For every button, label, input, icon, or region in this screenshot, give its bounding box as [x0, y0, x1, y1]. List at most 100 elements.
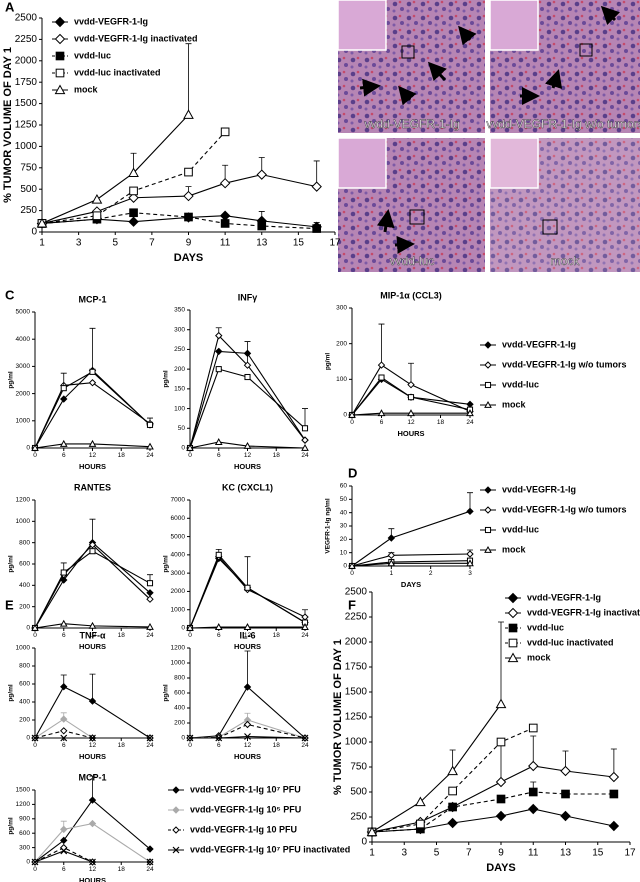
- marker: [59, 619, 68, 627]
- y-tick-label: 750: [350, 762, 367, 773]
- marker: [244, 373, 251, 381]
- zoom-box: [542, 219, 558, 235]
- legend-label: vvdd-VEGFR-1-Ig inactivated: [527, 607, 640, 617]
- y-tick-label: 1000: [171, 606, 186, 613]
- y-tick-label: 600: [174, 690, 185, 697]
- legend-label: vvdd-VEGFR-1-Ig 10 PFU: [190, 824, 297, 834]
- marker: [561, 789, 570, 799]
- marker: [146, 858, 154, 866]
- panel-b: B vvdd-VEGFR-1-Ig vvdd-VEGFR-1-Ig w/o tu…: [337, 0, 640, 272]
- marker: [609, 789, 619, 799]
- x-tick-label: 11: [220, 238, 231, 249]
- legend-label: vvdd-VEGFR-1-Ig w/o tumors: [502, 359, 627, 369]
- legend-label: vvdd-luc inactivated: [74, 67, 161, 77]
- marker: [146, 421, 154, 428]
- inset: [489, 137, 539, 189]
- marker: [256, 169, 267, 180]
- y-axis-label: pg/ml: [8, 371, 15, 389]
- marker: [495, 810, 507, 822]
- y-tick-label: 1200: [171, 645, 186, 652]
- y-tick-label: 20: [340, 536, 348, 543]
- marker: [31, 623, 39, 631]
- y-tick-label: 0: [343, 412, 347, 419]
- marker: [219, 178, 231, 189]
- marker: [466, 550, 474, 558]
- panel-label: A: [5, 0, 15, 14]
- marker: [301, 613, 309, 621]
- y-tick-label: 1250: [15, 120, 38, 131]
- marker: [507, 652, 519, 663]
- y-tick-label: 0: [181, 445, 185, 452]
- marker: [407, 380, 415, 389]
- y-axis-label: pg/ml: [163, 684, 170, 702]
- x-tick-label: 0: [33, 742, 37, 749]
- marker: [528, 803, 539, 815]
- marker: [215, 734, 223, 742]
- y-tick-label: 1200: [16, 801, 31, 808]
- marker: [60, 847, 68, 855]
- y-tick-label: 0: [26, 445, 30, 452]
- x-axis-label: DAYS: [401, 580, 421, 589]
- marker: [36, 217, 48, 228]
- y-tick-label: 1500: [345, 687, 368, 698]
- legend-label: vvdd-VEGFR-1-Ig: [74, 16, 148, 26]
- marker: [88, 796, 97, 804]
- x-tick-label: 18: [273, 742, 281, 749]
- series-line: [189, 553, 306, 629]
- series-line: [34, 685, 151, 739]
- x-tick-label: 6: [217, 632, 221, 639]
- y-tick-label: 2000: [16, 390, 31, 397]
- marker: [60, 734, 68, 742]
- y-axis-label: % TUMOR VOLUME OF DAY 1: [2, 47, 14, 203]
- marker: [348, 410, 356, 418]
- inset: [489, 0, 539, 51]
- chart: D 0 10 20 30 40 50 60 0 1 2 3 DAYS VEGFR-1-Ig ng/ml vv…: [325, 465, 627, 589]
- marker: [466, 507, 474, 516]
- marker: [59, 439, 68, 447]
- marker: [88, 541, 97, 549]
- y-tick-label: 1250: [345, 712, 368, 723]
- y-tick-label: 1000: [15, 141, 38, 152]
- series-line: [351, 412, 470, 416]
- y-axis-label: pg/ml: [163, 555, 170, 573]
- marker: [60, 395, 68, 403]
- x-axis-label: HOURS: [79, 642, 106, 651]
- series-line: [351, 510, 471, 567]
- error-bar: [244, 650, 251, 687]
- x-tick-label: 9: [186, 238, 192, 249]
- marker: [484, 545, 492, 553]
- marker: [484, 486, 492, 494]
- series-line: [189, 441, 306, 449]
- y-tick-label: 0: [361, 837, 367, 848]
- series-line: [351, 364, 471, 416]
- chart: C MCP-1 0 1000 2000 3000 4000 5000 0 6 12 18 24 HOURS…: [5, 287, 154, 471]
- marker: [608, 820, 620, 832]
- y-tick-label: 6000: [171, 515, 186, 522]
- y-tick-label: 800: [19, 663, 30, 670]
- x-tick-label: 18: [437, 419, 445, 426]
- marker: [54, 16, 66, 28]
- y-tick-label: 150: [174, 386, 185, 393]
- x-tick-label: 12: [244, 742, 252, 749]
- marker: [129, 208, 138, 218]
- marker: [377, 361, 386, 369]
- marker: [243, 683, 252, 691]
- x-tick-label: 1: [369, 848, 375, 859]
- marker: [301, 436, 309, 444]
- panel-label: E: [5, 597, 14, 612]
- y-tick-label: 2000: [171, 588, 186, 595]
- marker: [31, 443, 39, 451]
- y-tick-label: 1750: [345, 662, 368, 673]
- legend-label: mock: [502, 399, 527, 409]
- marker: [348, 561, 356, 569]
- arrows: [359, 5, 620, 254]
- y-tick-label: 0: [343, 563, 347, 570]
- legend-label: vvdd-luc: [502, 524, 539, 534]
- marker: [484, 506, 492, 514]
- error-bar: [185, 43, 192, 115]
- y-tick-label: 1750: [15, 77, 38, 88]
- y-tick-label: 4000: [16, 336, 31, 343]
- x-tick-label: 12: [89, 452, 97, 459]
